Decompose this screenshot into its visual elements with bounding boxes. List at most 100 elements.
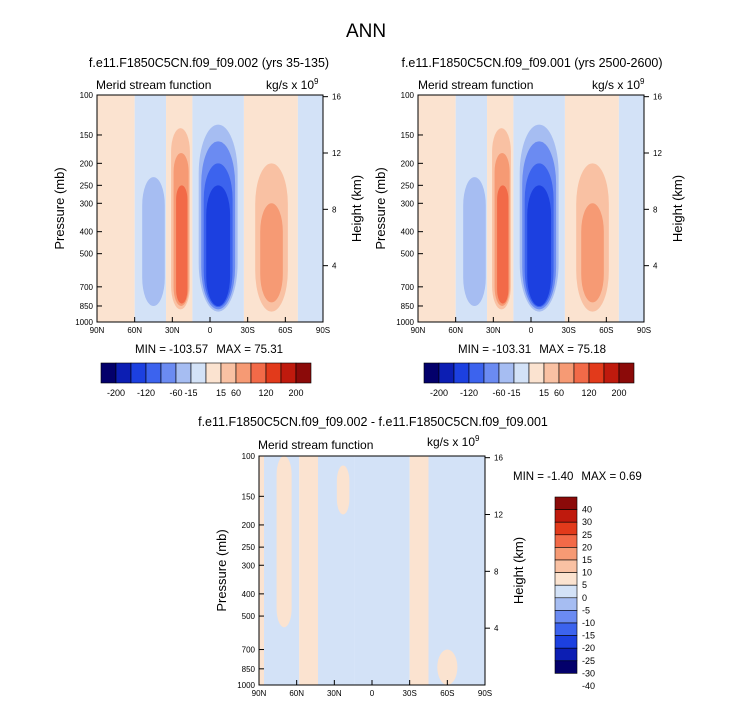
units-label: kg/s x 10: [592, 78, 640, 92]
colorbar-label: 30: [582, 517, 592, 527]
colorbar-label: -120: [460, 388, 478, 398]
x-tick-label: 60S: [599, 326, 613, 335]
colorbar-swatch: [554, 610, 578, 624]
y-tick-label: 200: [80, 159, 94, 168]
x-tick-label: 30S: [403, 689, 417, 698]
colorbar-swatch: [573, 362, 590, 384]
colorbar-swatch: [438, 362, 455, 384]
colorbar-swatch: [423, 362, 440, 384]
contour-field: [97, 95, 323, 322]
contour-region: [176, 185, 188, 304]
y-right-tick-label: 4: [332, 262, 337, 271]
colorbar-label: 200: [611, 388, 626, 398]
y-tick-label: 700: [401, 283, 415, 292]
stat-min: MIN = -103.31: [458, 344, 531, 356]
colorbar-label: -60: [169, 388, 182, 398]
colorbar-swatch: [554, 559, 578, 573]
y-tick-label: 150: [401, 131, 415, 140]
colorbar-swatch: [145, 362, 162, 384]
y-right-tick-label: 4: [653, 262, 658, 271]
colorbar-label: 120: [258, 388, 273, 398]
colorbar-swatch: [190, 362, 207, 384]
colorbar-swatch: [554, 597, 578, 611]
contour-region: [581, 203, 604, 303]
contour-region: [409, 456, 429, 685]
units-label: kg/s x 10: [427, 435, 475, 449]
panel-units: kg/s x 109: [266, 77, 319, 92]
colorbar-swatch: [554, 635, 578, 649]
y-tick-label: 400: [401, 228, 415, 237]
y-right-tick-label: 12: [494, 511, 503, 520]
x-tick-label: 30N: [327, 689, 342, 698]
panel-units: kg/s x 109: [592, 77, 645, 92]
contour-region: [208, 264, 228, 306]
x-tick-label: 30N: [486, 326, 501, 335]
stat-min: MIN = -1.40: [513, 471, 573, 483]
contour-field: [259, 456, 485, 685]
colorbar-label: 60: [231, 388, 241, 398]
contour-region: [354, 456, 410, 685]
colorbar-swatch: [588, 362, 605, 384]
panel-title: f.e11.F1850C5CN.f09_f09.002 (yrs 35-135): [89, 56, 329, 70]
colorbar-label: -60: [492, 388, 505, 398]
colorbar-swatch: [528, 362, 545, 384]
colorbar-label: 120: [581, 388, 596, 398]
x-tick-label: 90N: [90, 326, 105, 335]
x-tick-label: 90S: [316, 326, 330, 335]
contour-region: [297, 95, 323, 322]
colorbar-swatch: [115, 362, 132, 384]
panel-units: kg/s x 109: [427, 434, 480, 449]
colorbar-swatch: [554, 660, 578, 674]
colorbar-vertical: 40 30 25 20 15 10 5 0 -5 -10 -15 -20 -25 -30 -40: [554, 496, 595, 691]
colorbar-swatch: [160, 362, 177, 384]
panel-stats: MIN = -1.40 MAX = 0.69: [513, 471, 642, 483]
colorbar-swatch: [554, 534, 578, 548]
y-axis-label: Pressure (mb): [52, 167, 67, 249]
stat-max: MAX = 0.69: [581, 471, 641, 483]
colorbar-label: 15: [216, 388, 226, 398]
contour-region: [276, 456, 292, 628]
colorbar-swatch: [100, 362, 117, 384]
y-axis-label: Pressure (mb): [214, 529, 229, 611]
x-tick-label: 0: [208, 326, 213, 335]
y-tick-label: 100: [80, 91, 94, 100]
colorbar-label: -20: [582, 643, 595, 653]
y-tick-label: 1000: [237, 681, 255, 690]
x-tick-label: 90N: [252, 689, 267, 698]
colorbar-label: -30: [582, 668, 595, 678]
panel-subtitle: Merid stream function: [258, 438, 373, 452]
panel-title: f.e11.F1850C5CN.f09_f09.001 (yrs 2500-26…: [401, 56, 662, 70]
contour-region: [97, 95, 135, 322]
colorbar-swatch: [558, 362, 575, 384]
colorbar-label: 40: [582, 505, 592, 515]
y-tick-label: 400: [242, 590, 256, 599]
stat-max: MAX = 75.18: [539, 344, 606, 356]
colorbar-label: -25: [582, 656, 595, 666]
panel-experiment: f.e11.F1850C5CN.f09_f09.001 (yrs 2500-26…: [373, 56, 685, 356]
contour-region: [142, 177, 165, 306]
colorbar-swatch: [554, 496, 578, 510]
colorbar-swatch: [498, 362, 515, 384]
y-tick-label: 850: [401, 302, 415, 311]
colorbar-label: -40: [582, 681, 595, 691]
x-tick-label: 30N: [165, 326, 180, 335]
y-right-axis-label: Height (km): [670, 175, 685, 242]
colorbar-swatch: [554, 584, 578, 599]
contour-field: [418, 95, 644, 322]
colorbar-swatch: [130, 362, 147, 384]
y-tick-label: 500: [242, 612, 256, 621]
x-tick-label: 60N: [127, 326, 142, 335]
y-tick-label: 150: [80, 131, 94, 140]
colorbar-swatch: [295, 362, 312, 384]
y-right-axis-label: Height (km): [349, 175, 364, 242]
contour-region: [259, 456, 265, 685]
colorbar-swatch: [280, 362, 297, 384]
colorbar-swatch: [618, 362, 635, 384]
colorbar-swatch: [483, 362, 500, 384]
colorbar-label: 10: [582, 568, 592, 578]
colorbar-swatch: [453, 362, 470, 384]
colorbar-swatch: [554, 572, 578, 586]
y-tick-label: 1000: [396, 318, 414, 327]
panel-difference: f.e11.F1850C5CN.f09_f09.002 - f.e11.F185…: [198, 415, 642, 698]
colorbar-swatch: [554, 521, 578, 536]
